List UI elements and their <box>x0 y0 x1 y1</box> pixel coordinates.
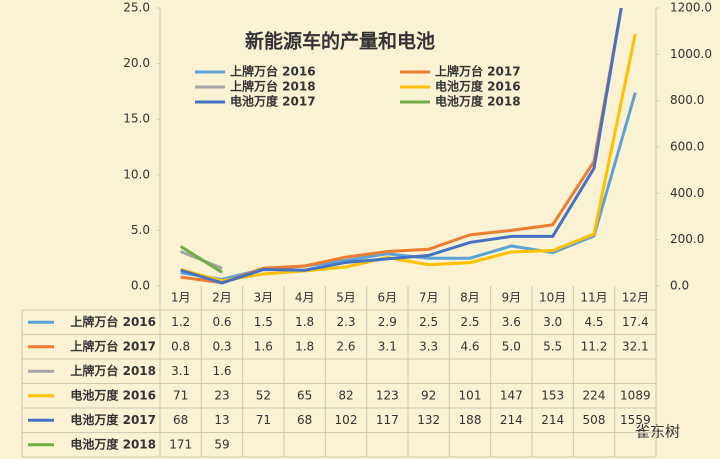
table-cell: 214 <box>500 413 523 427</box>
table-cell: 1.6 <box>212 364 231 378</box>
y-tick-label: 5.0 <box>131 223 150 237</box>
table-cell: 2.6 <box>336 339 355 353</box>
table-cell: 11.2 <box>581 339 608 353</box>
x-tick-label: 12月 <box>622 291 649 305</box>
table-cell: 2.3 <box>336 315 355 329</box>
table-cell: 17.4 <box>622 315 649 329</box>
table-cell: 52 <box>256 388 271 402</box>
table-cell: 2.9 <box>378 315 397 329</box>
x-tick-label: 11月 <box>580 291 607 305</box>
table-row-label: 上牌万台 2017 <box>70 338 156 353</box>
table-cell: 92 <box>421 388 436 402</box>
x-tick-label: 9月 <box>502 291 522 305</box>
table-cell: 4.5 <box>584 315 603 329</box>
y2-tick-label: 200.0 <box>670 232 704 246</box>
y-tick-label: 15.0 <box>123 112 150 126</box>
table-cell: 508 <box>583 413 606 427</box>
table-cell: 71 <box>173 388 188 402</box>
x-tick-label: 7月 <box>419 291 439 305</box>
series-line <box>180 33 637 283</box>
legend-label: 电池万度 2016 <box>435 79 521 94</box>
plot-area <box>179 8 637 285</box>
table-cell: 68 <box>297 413 312 427</box>
x-tick-label: 10月 <box>539 291 566 305</box>
y-tick-label: 20.0 <box>123 56 150 70</box>
table-row-label: 电池万度 2016 <box>70 387 156 402</box>
table-cell: 101 <box>459 388 482 402</box>
table-cell: 1559 <box>620 413 651 427</box>
legend-label: 上牌万台 2018 <box>230 79 316 94</box>
y-tick-label: 0.0 <box>131 279 150 293</box>
table-row-label: 电池万度 2018 <box>70 436 156 451</box>
y-tick-label: 25.0 <box>123 1 150 15</box>
x-tick-label: 1月 <box>171 291 191 305</box>
table-cell: 1.5 <box>254 315 273 329</box>
series-line <box>179 245 223 274</box>
y-tick-label: 10.0 <box>123 167 150 181</box>
x-tick-label: 3月 <box>254 291 274 305</box>
table-cell: 153 <box>541 388 564 402</box>
table-cell: 2.5 <box>460 315 479 329</box>
y2-tick-label: 1200.0 <box>670 1 712 15</box>
table-row-label: 上牌万台 2016 <box>70 314 156 329</box>
chart-title: 新能源车的产量和电池 <box>245 30 435 53</box>
watermark: 雀东树 <box>635 423 680 441</box>
table-row-label: 上牌万台 2018 <box>70 363 156 378</box>
table-cell: 1.6 <box>254 339 273 353</box>
x-tick-label: 6月 <box>378 291 398 305</box>
x-tick-label: 5月 <box>336 291 356 305</box>
table-cell: 3.6 <box>502 315 521 329</box>
table-cell: 102 <box>335 413 358 427</box>
table-cell: 1.8 <box>295 315 314 329</box>
table-cell: 65 <box>297 388 312 402</box>
table-cell: 5.0 <box>502 339 521 353</box>
table-cell: 3.1 <box>378 339 397 353</box>
table-cell: 1.2 <box>171 315 190 329</box>
table-cell: 117 <box>376 413 399 427</box>
table-cell: 68 <box>173 413 188 427</box>
table-cell: 0.8 <box>171 339 190 353</box>
table-row-label: 电池万度 2017 <box>70 412 156 427</box>
legend-label: 上牌万台 2016 <box>230 64 316 79</box>
y2-tick-label: 1000.0 <box>670 47 712 61</box>
table-cell: 2.5 <box>419 315 438 329</box>
table-cell: 123 <box>376 388 399 402</box>
table-cell: 32.1 <box>622 339 649 353</box>
series-line <box>180 8 623 285</box>
table-cell: 0.6 <box>212 315 231 329</box>
table-cell: 59 <box>214 437 229 451</box>
table-cell: 3.3 <box>419 339 438 353</box>
table-cell: 3.0 <box>543 315 562 329</box>
x-tick-label: 4月 <box>295 291 315 305</box>
x-tick-label: 2月 <box>212 291 232 305</box>
table-cell: 147 <box>500 388 523 402</box>
table-cell: 214 <box>541 413 564 427</box>
y2-tick-label: 0.0 <box>670 279 689 293</box>
table-cell: 71 <box>256 413 271 427</box>
legend-label: 上牌万台 2017 <box>435 64 521 79</box>
table-cell: 3.1 <box>171 364 190 378</box>
y2-tick-label: 600.0 <box>670 140 704 154</box>
legend-label: 电池万度 2017 <box>230 94 316 109</box>
table-cell: 132 <box>417 413 440 427</box>
table-cell: 82 <box>338 388 353 402</box>
table-cell: 4.6 <box>460 339 479 353</box>
table-cell: 23 <box>214 388 229 402</box>
table-cell: 5.5 <box>543 339 562 353</box>
table-cell: 1.8 <box>295 339 314 353</box>
table-cell: 224 <box>583 388 606 402</box>
y2-tick-label: 400.0 <box>670 186 704 200</box>
legend-label: 电池万度 2018 <box>435 94 521 109</box>
table-cell: 1089 <box>620 388 651 402</box>
table-cell: 171 <box>169 437 192 451</box>
table-cell: 0.3 <box>212 339 231 353</box>
table-cell: 13 <box>214 413 229 427</box>
y2-tick-label: 800.0 <box>670 93 704 107</box>
table-cell: 188 <box>459 413 482 427</box>
x-tick-label: 8月 <box>460 291 480 305</box>
